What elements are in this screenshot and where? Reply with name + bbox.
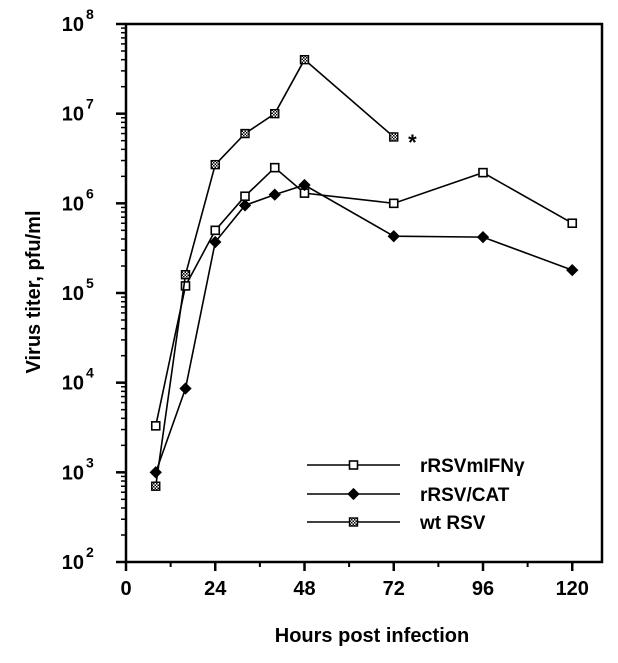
point-filled-diamond [347, 487, 360, 501]
point-filled-diamond [238, 199, 252, 212]
y-tick-exponent: 6 [86, 185, 94, 201]
point-open-square [478, 167, 488, 178]
legend-label: rRSVmIFNγ [420, 456, 525, 477]
x-tick-label: 48 [293, 578, 315, 600]
y-tick-exponent: 3 [86, 454, 94, 470]
plot-frame [124, 22, 604, 564]
point-filled-diamond [268, 188, 281, 201]
series-layer: * [149, 54, 579, 491]
x-tick-label: 96 [472, 578, 494, 600]
y-tick-exponent: 4 [86, 365, 94, 381]
point-open-square [210, 225, 221, 236]
y-tick-exponent: 5 [86, 275, 94, 291]
x-tick-label: 120 [556, 578, 589, 600]
point-hatched-square [389, 132, 399, 142]
y-tick-label: 10 [62, 552, 84, 574]
point-open-square [240, 191, 250, 202]
point-open-square [150, 421, 161, 431]
legend-label: wt RSV [419, 513, 486, 534]
x-tick-label: 24 [204, 578, 227, 600]
point-filled-diamond [566, 263, 579, 277]
y-tick-exponent: 2 [86, 544, 94, 560]
y-tick-label: 10 [62, 104, 84, 126]
point-filled-diamond [179, 382, 192, 395]
point-hatched-square [151, 481, 161, 491]
point-filled-diamond [149, 466, 162, 479]
series-line [154, 58, 395, 487]
series-1 [149, 178, 579, 479]
point-hatched-square [240, 128, 250, 139]
point-open-square [348, 460, 359, 470]
point-open-square [269, 162, 280, 173]
y-tick-label: 10 [62, 193, 84, 215]
point-hatched-square [210, 159, 220, 170]
significance-annotation: * [408, 130, 417, 155]
point-filled-diamond [476, 230, 490, 244]
y-tick-label: 10 [62, 283, 84, 305]
x-tick-label: 0 [120, 578, 131, 600]
point-open-square [388, 198, 399, 209]
y-tick-exponent: 8 [86, 6, 94, 22]
series-0 [150, 162, 578, 431]
legend: rRSVmIFNγ rRSV/CAT wt RSV [307, 456, 525, 534]
y-tick-exponent: 7 [86, 96, 94, 112]
point-hatched-square [299, 54, 310, 65]
point-hatched-square [270, 108, 280, 119]
point-filled-diamond [209, 235, 222, 249]
x-axis-title: Hours post infection [275, 625, 469, 647]
y-tick-label: 10 [62, 14, 84, 36]
x-tick-label: 72 [383, 578, 405, 600]
y-tick-label: 10 [62, 462, 84, 484]
y-tick-label: 10 [62, 373, 84, 395]
point-hatched-square [348, 517, 359, 527]
point-filled-diamond [298, 178, 311, 192]
point-filled-diamond [387, 230, 400, 243]
point-hatched-square [180, 269, 191, 280]
legend-label: rRSV/CAT [420, 485, 510, 506]
series-2 [151, 54, 399, 491]
point-open-square [567, 218, 578, 229]
y-axis-title: Virus titer, pfu/ml [23, 211, 45, 374]
point-open-square [180, 281, 191, 291]
series-line [154, 166, 573, 427]
